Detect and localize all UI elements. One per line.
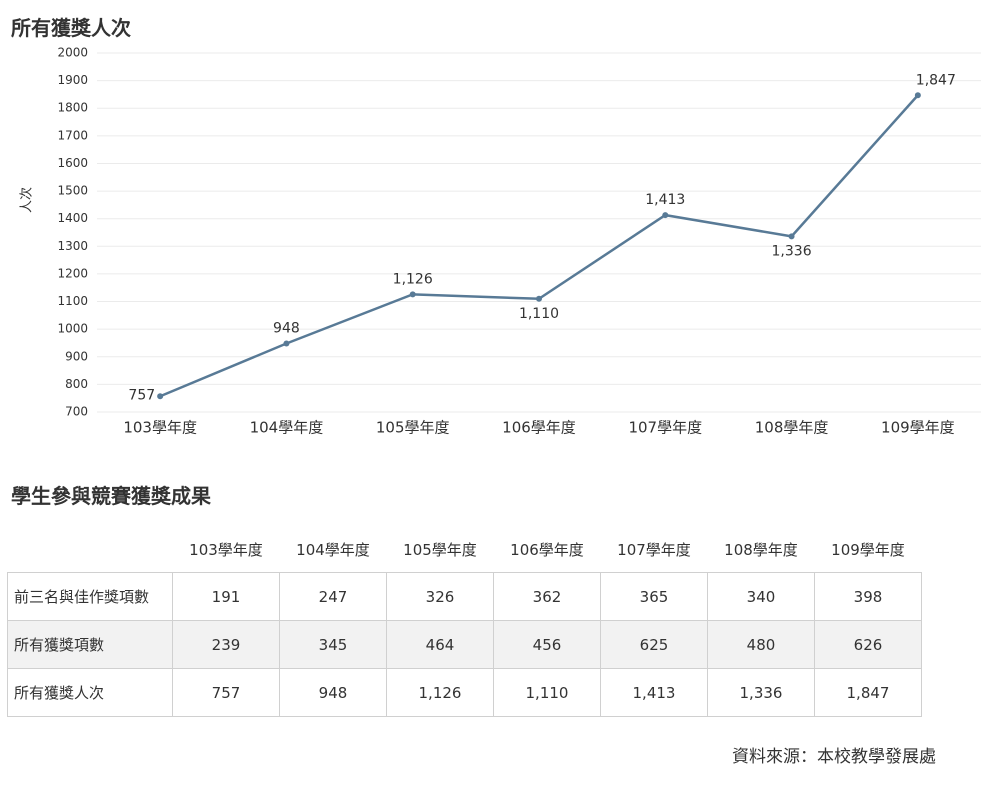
y-tick-label: 800 [65, 377, 88, 391]
header-cell: 109學年度 [831, 540, 905, 559]
x-tick-label: 106學年度 [502, 419, 576, 437]
header-cell: 105學年度 [403, 540, 477, 559]
cell: 1,336 [707, 668, 815, 717]
data-label: 1,413 [645, 192, 685, 208]
header-cell: 106學年度 [510, 540, 584, 559]
x-tick-label: 107學年度 [628, 419, 702, 437]
row-label: 所有獲獎項數 [7, 620, 173, 669]
cell: 948 [279, 668, 387, 717]
y-tick-label: 1800 [57, 101, 88, 115]
point [536, 295, 542, 302]
cell: 247 [279, 572, 387, 621]
x-tick-label: 105學年度 [376, 419, 450, 437]
cell: 340 [707, 572, 815, 621]
x-tick-label: 103學年度 [123, 419, 197, 437]
source: 資料來源：本校教學發展處 [732, 747, 936, 767]
y-tick-label: 2000 [57, 46, 88, 60]
cell: 345 [279, 620, 387, 669]
header-cell [8, 526, 173, 573]
cell: 1,413 [600, 668, 708, 717]
y-tick-label: 1100 [57, 294, 88, 308]
data-label: 1,847 [916, 72, 956, 88]
cell: 398 [814, 572, 922, 621]
table-title: 學生參與競賽獲獎成果 [11, 484, 211, 508]
y-axis-title: 人次 [19, 187, 35, 213]
x-tick-label: 108學年度 [755, 419, 829, 437]
cell: 326 [386, 572, 494, 621]
point [157, 393, 164, 400]
y-tick-label: 1300 [57, 239, 88, 253]
cell: 625 [600, 620, 708, 669]
x-tick-label: 104學年度 [250, 419, 324, 437]
cell: 757 [172, 668, 280, 717]
y-tick-label: 1600 [57, 156, 88, 170]
table-row: 前三名與佳作獎項數 191 247 326 362 365 340 398 [7, 572, 922, 621]
point [788, 233, 795, 240]
y-tick-label: 1900 [57, 73, 88, 87]
header-cell: 104學年度 [296, 540, 370, 559]
chart: 人次 700 800 900 1000 1100 1200 1300 1400 1500 1600… [19, 46, 981, 437]
y-tick-label: 700 [65, 405, 88, 419]
header-cell: 108學年度 [724, 540, 798, 559]
data-label: 1,110 [519, 306, 559, 322]
cell: 480 [707, 620, 815, 669]
cell: 239 [172, 620, 280, 669]
header-row: 103學年度 104學年度 105學年度 106學年度 107學年度 108學年度 109學… [8, 526, 922, 573]
cell: 1,110 [493, 668, 601, 717]
row-label: 前三名與佳作獎項數 [7, 572, 173, 621]
point [662, 212, 669, 219]
chart-title: 所有獲獎人次 [11, 16, 131, 40]
data-label: 1,336 [772, 243, 812, 259]
cell: 191 [172, 572, 280, 621]
row-label: 所有獲獎人次 [7, 668, 173, 717]
header-cell: 103學年度 [189, 540, 263, 559]
cell: 464 [386, 620, 494, 669]
point [283, 340, 290, 347]
data-label: 757 [128, 387, 155, 403]
cell: 1,847 [814, 668, 922, 717]
y-tick-label: 1700 [57, 128, 88, 142]
y-tick-label: 1500 [57, 184, 88, 198]
cell: 1,126 [386, 668, 494, 717]
cell: 362 [493, 572, 601, 621]
point [409, 291, 416, 298]
table-row: 所有獲獎人次 757 948 1,126 1,110 1,413 1,336 1,847 [7, 668, 922, 717]
y-tick-label: 900 [65, 349, 88, 363]
cell: 365 [600, 572, 708, 621]
y-tick-label: 1200 [57, 266, 88, 280]
table-row: 所有獲獎項數 239 345 464 456 625 480 626 [7, 620, 922, 669]
table: 103學年度 104學年度 105學年度 106學年度 107學年度 108學年度 109學… [7, 526, 922, 717]
header-cell: 107學年度 [617, 540, 691, 559]
y-tick-label: 1000 [57, 322, 88, 336]
cell: 626 [814, 620, 922, 669]
point [914, 92, 921, 99]
cell: 456 [493, 620, 601, 669]
x-tick-label: 109學年度 [881, 419, 955, 437]
data-label: 948 [273, 321, 300, 337]
data-label: 1,126 [393, 271, 433, 287]
y-tick-label: 1400 [57, 211, 88, 225]
